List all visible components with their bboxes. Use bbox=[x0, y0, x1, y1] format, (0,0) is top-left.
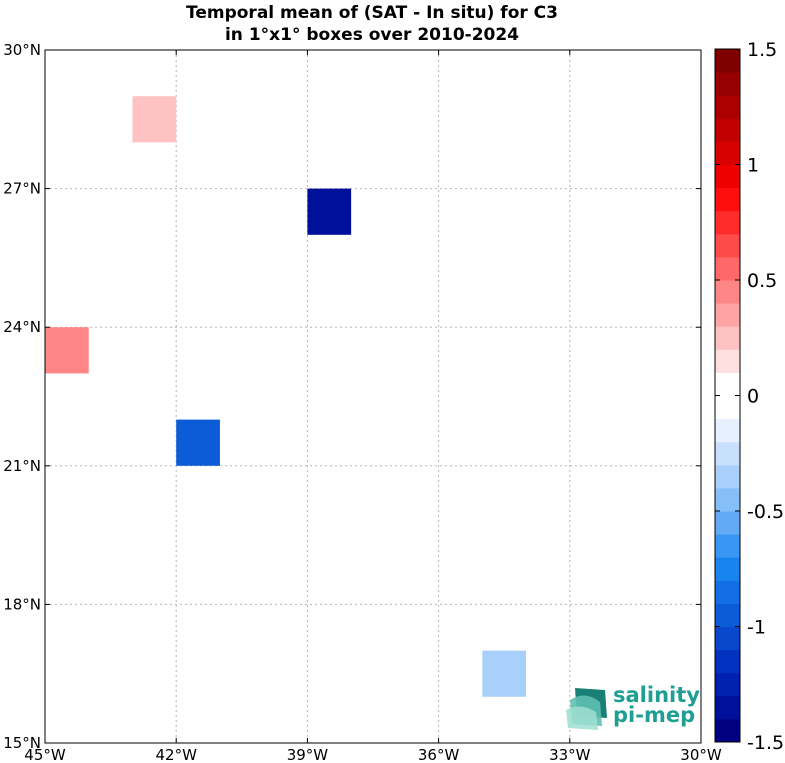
colorbar-swatch-10 bbox=[715, 487, 740, 512]
colorbar-tick-label-1: 1 bbox=[747, 155, 759, 177]
colorbar-swatch-17 bbox=[715, 326, 740, 350]
colorbar-swatch-21 bbox=[715, 233, 740, 258]
wave-icon bbox=[566, 688, 607, 730]
gridlines bbox=[45, 50, 701, 743]
colorbar-swatch-13 bbox=[715, 418, 740, 443]
colorbar-swatch-18 bbox=[715, 303, 740, 327]
colorbar-swatch-24 bbox=[715, 164, 740, 189]
logo-line2: pi-mep bbox=[613, 703, 695, 727]
colorbar-swatch-25 bbox=[715, 141, 740, 165]
colorbar-swatch-26 bbox=[715, 118, 740, 142]
lat-tick-label-5: 30°N bbox=[3, 41, 41, 59]
colorbar-tick-label-0: 1.5 bbox=[747, 39, 777, 61]
colorbar-swatch-0 bbox=[715, 718, 740, 743]
colorbar-swatch-7 bbox=[715, 557, 740, 581]
colorbar-swatch-12 bbox=[715, 441, 740, 466]
colorbar-swatch-20 bbox=[715, 256, 740, 281]
lat-tick-label-4: 27°N bbox=[3, 180, 41, 198]
figure-title-line1: Temporal mean of (SAT - In situ) for C3 bbox=[186, 3, 558, 23]
lon-tick-label-2: 39°W bbox=[287, 746, 329, 763]
colorbar-swatch-5 bbox=[715, 603, 740, 627]
map-panel: 45°W 42°W 39°W 36°W 33°W 30°W 15°N 18°N 21°N 24°… bbox=[3, 41, 722, 763]
colorbar-swatch-19 bbox=[715, 280, 740, 304]
longitude-axis: 45°W 42°W 39°W 36°W 33°W 30°W bbox=[24, 50, 722, 763]
colorbar-swatch-11 bbox=[715, 464, 740, 489]
colorbar-tick-label-2: 0.5 bbox=[747, 270, 777, 292]
colorbar-swatch-29 bbox=[715, 49, 740, 73]
colorbar-swatch-22 bbox=[715, 210, 740, 235]
colorbar-tick-label-3: 0 bbox=[747, 386, 759, 408]
data-cells bbox=[45, 96, 527, 697]
colorbar-swatch-9 bbox=[715, 511, 740, 535]
colorbar-swatch-27 bbox=[715, 95, 740, 119]
colorbar-tick-label-6: -1.5 bbox=[747, 732, 784, 754]
colorbar-swatch-2 bbox=[715, 672, 740, 697]
colorbar-swatch-14 bbox=[715, 395, 740, 420]
lon-tick-label-1: 42°W bbox=[155, 746, 197, 763]
data-cell-1 bbox=[307, 188, 352, 235]
colorbar-tick-label-4: -0.5 bbox=[747, 501, 784, 523]
figure-title-line2: in 1°x1° boxes over 2010-2024 bbox=[225, 25, 519, 45]
map-frame bbox=[44, 49, 702, 744]
data-cell-3 bbox=[176, 419, 220, 466]
colorbar-swatch-15 bbox=[715, 372, 740, 396]
colorbar-swatch-6 bbox=[715, 580, 740, 604]
lon-tick-label-0: 45°W bbox=[24, 746, 66, 763]
data-cell-0 bbox=[132, 96, 177, 143]
colorbar-swatch-3 bbox=[715, 649, 740, 674]
map-background bbox=[45, 50, 701, 743]
colorbar-swatch-16 bbox=[715, 349, 740, 373]
colorbar-tick-label-5: -1 bbox=[747, 617, 766, 639]
lat-tick-label-3: 24°N bbox=[3, 318, 41, 336]
colorbar-swatches bbox=[715, 49, 740, 743]
lon-tick-label-5: 30°W bbox=[680, 746, 722, 763]
lat-tick-label-0: 15°N bbox=[3, 734, 41, 752]
colorbar-swatch-23 bbox=[715, 187, 740, 212]
data-cell-4 bbox=[482, 650, 527, 697]
colorbar-swatch-1 bbox=[715, 695, 740, 720]
data-cell-2 bbox=[45, 327, 89, 374]
colorbar: 1.5 1 0.5 0 -0.5 -1 -1.5 bbox=[714, 39, 784, 754]
lon-tick-label-4: 33°W bbox=[549, 746, 591, 763]
lat-tick-label-1: 18°N bbox=[3, 595, 41, 613]
lon-tick-label-3: 36°W bbox=[418, 746, 460, 763]
colorbar-swatch-8 bbox=[715, 534, 740, 558]
lat-tick-label-2: 21°N bbox=[3, 457, 41, 475]
salinity-pi-mep-logo: salinity pi-mep bbox=[566, 683, 700, 730]
latitude-axis: 15°N 18°N 21°N 24°N 27°N 30°N bbox=[3, 41, 701, 752]
logo-line1: salinity bbox=[613, 683, 700, 707]
colorbar-swatch-28 bbox=[715, 72, 740, 96]
colorbar-ticks: 1.5 1 0.5 0 -0.5 -1 -1.5 bbox=[715, 39, 784, 754]
colorbar-swatch-4 bbox=[715, 626, 740, 651]
